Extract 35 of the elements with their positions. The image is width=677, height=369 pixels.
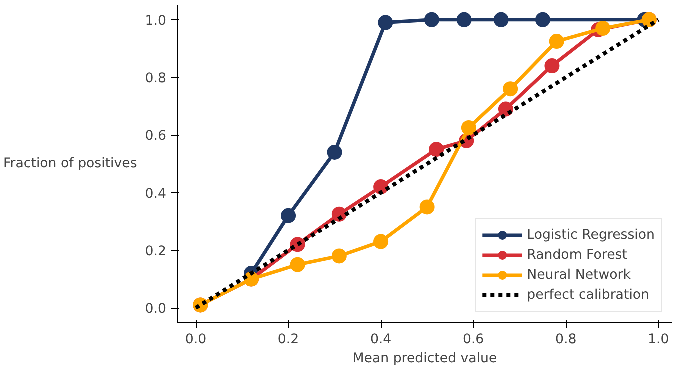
- point: [544, 58, 560, 74]
- x-tick-label: 1.0: [648, 332, 670, 348]
- point: [494, 12, 509, 28]
- point: [290, 257, 306, 272]
- point: [420, 200, 435, 215]
- point: [327, 144, 342, 160]
- point: [429, 142, 444, 158]
- legend-label: Random Forest: [527, 248, 628, 262]
- x-tick-label: 0.0: [185, 332, 207, 348]
- y-tick-label: 1.0: [145, 14, 167, 29]
- point: [456, 12, 472, 28]
- x-axis-title: Mean predicted value: [352, 352, 498, 366]
- point: [503, 82, 518, 97]
- legend-label: Neural Network: [527, 268, 631, 282]
- point: [549, 34, 564, 50]
- point: [424, 12, 440, 28]
- y-tick-label: 0.6: [145, 129, 167, 144]
- point: [281, 208, 296, 224]
- y-tick-label: 0.4: [145, 186, 167, 202]
- point: [535, 12, 550, 28]
- y-tick-label: 0.0: [145, 302, 167, 318]
- x-tick-label: 0.6: [462, 332, 484, 348]
- x-tick-label: 0.2: [278, 332, 300, 348]
- y-tick-label: 0.8: [145, 72, 167, 87]
- y-axis-title: Fraction of positives: [4, 156, 138, 172]
- legend-label: Logistic Regression: [527, 228, 655, 242]
- x-tick-label: 0.8: [556, 332, 577, 348]
- point: [461, 120, 476, 136]
- point: [374, 234, 389, 250]
- point: [596, 21, 611, 36]
- x-tick-label: 0.4: [370, 332, 392, 348]
- legend-label: perfect calibration: [527, 288, 650, 302]
- y-tick-label: 0.2: [145, 244, 167, 260]
- point: [378, 15, 394, 30]
- point: [332, 248, 347, 264]
